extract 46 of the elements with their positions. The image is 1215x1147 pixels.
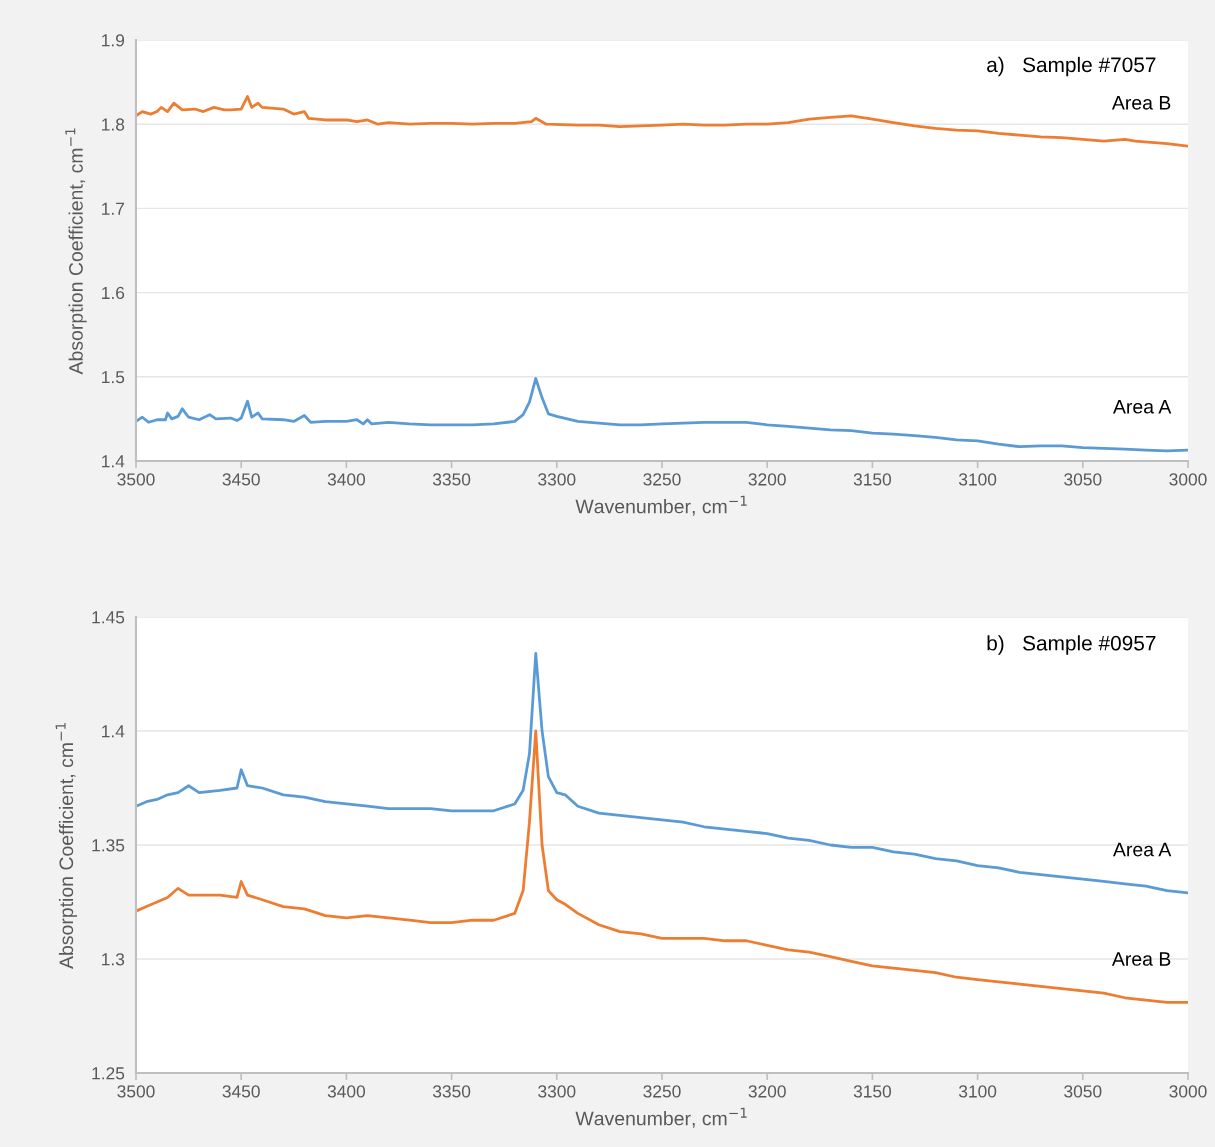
- series-label: Area A: [1113, 842, 1172, 857]
- x-tick-label: 3500: [117, 1085, 155, 1098]
- text: a) Sample #7057: [987, 56, 1156, 77]
- x-tick-label: 3350: [432, 1085, 471, 1098]
- series-label: Area B: [1111, 952, 1171, 966]
- x-tick-label: 3300: [538, 473, 576, 486]
- x-tick-label: 3350: [432, 473, 471, 486]
- x-tick-label: 3300: [538, 1085, 576, 1098]
- series-label: Area A: [1113, 400, 1172, 414]
- x-tick-label: 3400: [327, 1085, 366, 1098]
- y-tick-label: 1.4: [102, 725, 125, 738]
- x-axis-title: Wavenumber, cm$^{−1}$: [575, 1107, 747, 1128]
- y-tick-label: 1.5: [102, 371, 125, 384]
- y-tick-label: 1.4: [102, 455, 125, 468]
- y-tick-label: 1.9: [102, 34, 125, 47]
- y-tick-label: 1.8: [102, 118, 125, 131]
- x-tick-label: 3500: [117, 473, 155, 486]
- x-tick-label: 3150: [853, 473, 892, 486]
- y-axis-title: Absorption Coefficient, cm$^{−1}$: [65, 128, 87, 375]
- x-tick-label: 3250: [643, 473, 681, 486]
- y-tick-label: 1.3: [102, 953, 125, 966]
- y-tick-label: 1.45: [92, 611, 125, 624]
- line-series: [136, 377, 1188, 453]
- x-tick-label: 3150: [853, 1085, 892, 1098]
- x-tick-label: 3100: [958, 473, 997, 486]
- x-axis-title: Wavenumber, cm$^{−1}$: [575, 495, 747, 516]
- x-tick-label: 3000: [1169, 473, 1207, 486]
- x-tick-label: 3450: [222, 1085, 260, 1098]
- y-tick-label: 1.25: [92, 1067, 125, 1080]
- x-tick-label: 3200: [748, 473, 786, 486]
- line-series: [136, 729, 1188, 1004]
- series-label: Area B: [1111, 96, 1171, 110]
- x-tick-label: 3100: [958, 1085, 997, 1098]
- y-tick-label: 1.6: [102, 286, 125, 300]
- text: b) Sample #0957: [987, 635, 1156, 655]
- x-tick-label: 3050: [1064, 1085, 1102, 1098]
- x-tick-label: 3450: [222, 473, 260, 486]
- x-tick-label: 3250: [643, 1085, 681, 1098]
- line-series: [136, 95, 1188, 148]
- x-tick-label: 3000: [1169, 1085, 1207, 1098]
- x-tick-label: 3200: [748, 1085, 786, 1098]
- y-axis-title: Absorption Coefficient, cm$^{−1}$: [55, 723, 78, 969]
- y-tick-label: 1.7: [102, 202, 125, 215]
- x-tick-label: 3050: [1064, 473, 1102, 486]
- y-tick-label: 1.35: [92, 839, 125, 852]
- x-tick-label: 3400: [327, 473, 366, 486]
